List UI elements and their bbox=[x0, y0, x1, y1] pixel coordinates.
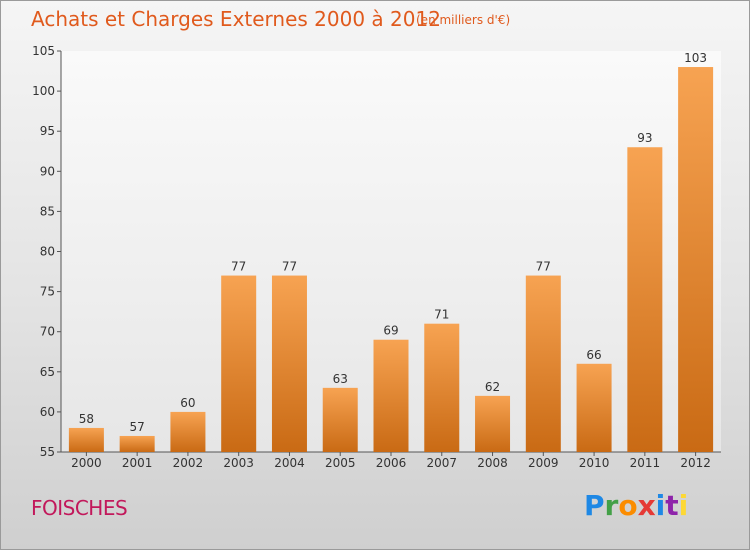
logo-letter: P bbox=[584, 489, 605, 522]
bar-value-label: 77 bbox=[536, 260, 551, 274]
bar-value-label: 57 bbox=[130, 420, 145, 434]
bar bbox=[322, 387, 358, 452]
x-tick-label: 2005 bbox=[325, 456, 356, 470]
bar-value-label: 103 bbox=[684, 51, 707, 65]
logo-letter: i bbox=[655, 489, 666, 522]
logo-letter: x bbox=[637, 489, 656, 522]
logo-letter: t bbox=[665, 489, 679, 522]
bar bbox=[373, 339, 409, 452]
logo-letter: r bbox=[604, 489, 619, 522]
bar bbox=[119, 435, 155, 452]
x-tick-label: 2001 bbox=[122, 456, 153, 470]
x-tick-label: 2007 bbox=[426, 456, 457, 470]
x-tick-label: 2002 bbox=[173, 456, 204, 470]
x-tick-label: 2003 bbox=[223, 456, 254, 470]
logo-letter: i bbox=[678, 489, 689, 522]
bar bbox=[424, 323, 460, 452]
y-tick-label: 90 bbox=[40, 164, 55, 178]
bar-value-label: 77 bbox=[231, 260, 246, 274]
bar bbox=[576, 363, 612, 452]
x-tick-label: 2004 bbox=[274, 456, 305, 470]
x-tick-label: 2009 bbox=[528, 456, 559, 470]
bar-value-label: 66 bbox=[586, 348, 601, 362]
bar bbox=[271, 275, 307, 452]
y-tick-label: 95 bbox=[40, 124, 55, 138]
chart-unit: (en milliers d'€) bbox=[416, 13, 511, 27]
bar-value-label: 58 bbox=[79, 412, 94, 426]
y-tick-label: 70 bbox=[40, 325, 55, 339]
y-tick-label: 55 bbox=[40, 445, 55, 459]
y-tick-label: 65 bbox=[40, 365, 55, 379]
chart-title: Achats et Charges Externes 2000 à 2012 bbox=[31, 7, 441, 31]
bar-value-label: 69 bbox=[383, 324, 398, 338]
x-tick-label: 2008 bbox=[477, 456, 508, 470]
bar-value-label: 93 bbox=[637, 131, 652, 145]
x-tick-label: 2010 bbox=[579, 456, 610, 470]
bar-value-label: 62 bbox=[485, 380, 500, 394]
bar bbox=[170, 411, 206, 452]
x-tick-label: 2011 bbox=[630, 456, 661, 470]
bar bbox=[221, 275, 257, 452]
bar-value-label: 63 bbox=[333, 372, 348, 386]
bar bbox=[68, 427, 104, 452]
y-tick-label: 60 bbox=[40, 405, 55, 419]
commune-name: FOISCHES bbox=[31, 496, 128, 520]
bar bbox=[678, 67, 714, 452]
x-tick-label: 2000 bbox=[71, 456, 102, 470]
bar-value-label: 60 bbox=[180, 396, 195, 410]
y-tick-label: 105 bbox=[32, 44, 55, 58]
y-tick-label: 85 bbox=[40, 204, 55, 218]
x-tick-label: 2012 bbox=[680, 456, 711, 470]
bar-value-label: 77 bbox=[282, 260, 297, 274]
proxiti-logo[interactable]: Proxiti bbox=[584, 489, 688, 522]
bar bbox=[475, 395, 511, 452]
x-tick-label: 2006 bbox=[376, 456, 407, 470]
y-tick-label: 75 bbox=[40, 285, 55, 299]
bar-value-label: 71 bbox=[434, 308, 449, 322]
bar bbox=[627, 147, 663, 453]
bar bbox=[525, 275, 561, 452]
y-tick-label: 100 bbox=[32, 84, 55, 98]
logo-letter: o bbox=[618, 489, 638, 522]
y-tick-label: 80 bbox=[40, 245, 55, 259]
